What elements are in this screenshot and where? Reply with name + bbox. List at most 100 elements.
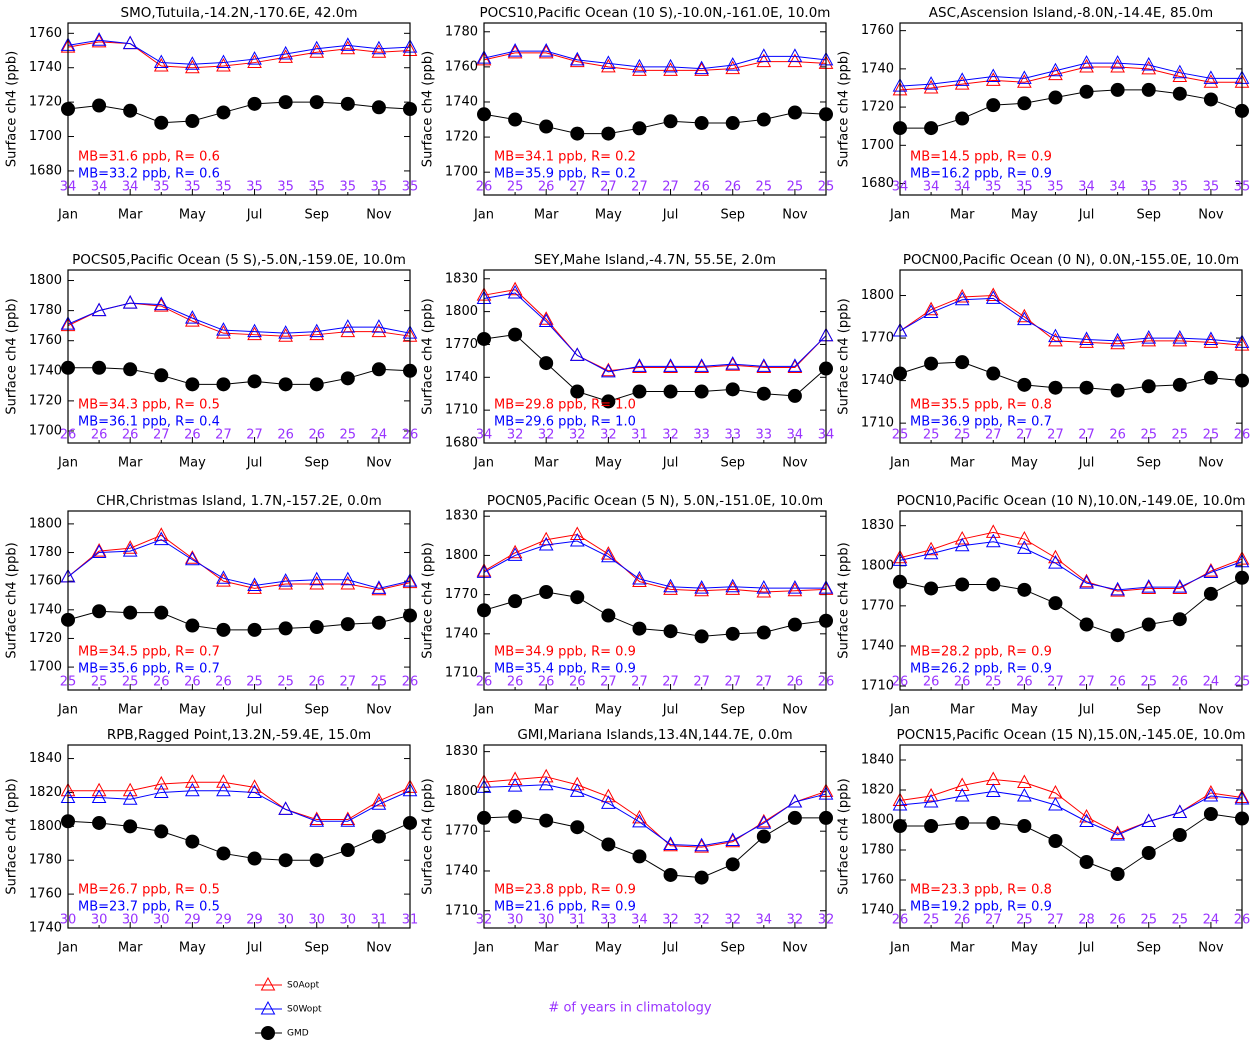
x-tick-label: Jul [246, 703, 263, 718]
years-count: 34 [787, 428, 804, 443]
x-tick-label: Sep [1136, 208, 1161, 223]
point [756, 53, 772, 68]
series-line [483, 334, 827, 402]
point [694, 837, 709, 852]
years-count: 25 [371, 675, 388, 690]
y-tick-label: 1830 [445, 271, 478, 286]
plot-frame [899, 269, 1243, 444]
years-count: 26 [954, 675, 971, 690]
point [309, 323, 325, 338]
x-tick-label: Sep [720, 456, 745, 471]
point [185, 56, 200, 70]
x-tick-label: Nov [782, 208, 808, 223]
x-tick-label: Mar [534, 703, 559, 718]
point [1141, 617, 1156, 632]
y-tick-label: 1820 [861, 783, 894, 798]
point [1017, 96, 1032, 111]
years-count: 27 [153, 428, 170, 443]
y-tick-label: 1680 [861, 176, 894, 191]
point [923, 304, 939, 319]
x-tick-label: Nov [366, 941, 392, 956]
y-tick-label: 1740 [445, 94, 478, 109]
point [1172, 332, 1188, 347]
x-tick-label: Jul [1078, 456, 1095, 471]
point [663, 384, 678, 399]
point [278, 621, 293, 636]
years-count: 26 [308, 675, 325, 690]
y-tick-label: 1740 [861, 61, 894, 76]
point [216, 622, 231, 637]
years-count: 26 [184, 675, 201, 690]
point [725, 356, 741, 370]
point [756, 815, 772, 829]
point [1141, 846, 1156, 860]
x-tick-label: Jul [662, 208, 679, 223]
point [247, 54, 262, 69]
plot-frame [899, 22, 1243, 196]
point [1110, 867, 1125, 881]
years-count: 27 [631, 180, 648, 195]
y-tick-label: 1680 [29, 163, 62, 178]
point [371, 581, 387, 596]
point [955, 816, 970, 830]
point [954, 531, 970, 545]
point [756, 48, 772, 62]
point [570, 384, 585, 399]
point [725, 626, 740, 641]
point [216, 105, 231, 120]
point [756, 112, 771, 127]
y-tick-label: 1780 [861, 843, 894, 858]
y-tick-label: 1680 [445, 436, 478, 451]
point [1172, 330, 1188, 344]
years-count: 25 [1140, 675, 1157, 690]
point [1017, 540, 1032, 554]
point [1048, 796, 1063, 811]
y-axis-label: Surface ch4 (ppb) [5, 778, 20, 894]
point [538, 536, 554, 551]
years-count: 26 [215, 675, 232, 690]
point [247, 622, 262, 637]
point [1110, 628, 1125, 643]
point [539, 813, 554, 828]
x-tick-label: Jan [57, 208, 78, 223]
point [122, 295, 138, 309]
point [632, 813, 647, 828]
years-count: 30 [153, 913, 170, 928]
stats-label: MB=36.1 ppb, R= 0.4 [78, 415, 220, 430]
stats-label: MB=16.2 ppb, R= 0.9 [910, 167, 1052, 182]
years-count: 25 [1016, 913, 1033, 928]
point [309, 44, 325, 58]
point [632, 62, 647, 76]
point [985, 533, 1001, 548]
series-line [899, 297, 1243, 343]
point [278, 45, 293, 60]
point [787, 617, 802, 632]
point [508, 809, 523, 824]
x-tick-label: Mar [534, 208, 559, 223]
y-tick-label: 1740 [445, 863, 478, 878]
point [570, 590, 585, 605]
years-count: 26 [277, 428, 294, 443]
y-axis-label: Surface ch4 (ppb) [837, 298, 852, 414]
point [1141, 579, 1157, 593]
plot-frame [483, 744, 827, 929]
point [1048, 834, 1063, 848]
y-tick-label: 1840 [861, 753, 894, 768]
point [756, 583, 772, 598]
stats-label: MB=34.1 ppb, R= 0.2 [494, 150, 636, 165]
point [756, 829, 771, 844]
y-tick-label: 1710 [861, 678, 894, 693]
y-tick-label: 1780 [29, 545, 62, 560]
point [216, 782, 231, 797]
point [309, 811, 325, 826]
point [1172, 804, 1188, 818]
y-tick-label: 1800 [445, 304, 478, 319]
series-line [899, 577, 1243, 636]
point [986, 577, 1001, 592]
point [1141, 330, 1157, 344]
point [92, 604, 107, 619]
y-tick-label: 1800 [445, 784, 478, 799]
years-count: 27 [985, 913, 1002, 928]
x-tick-label: Jan [57, 456, 78, 471]
years-count: 26 [693, 180, 710, 195]
